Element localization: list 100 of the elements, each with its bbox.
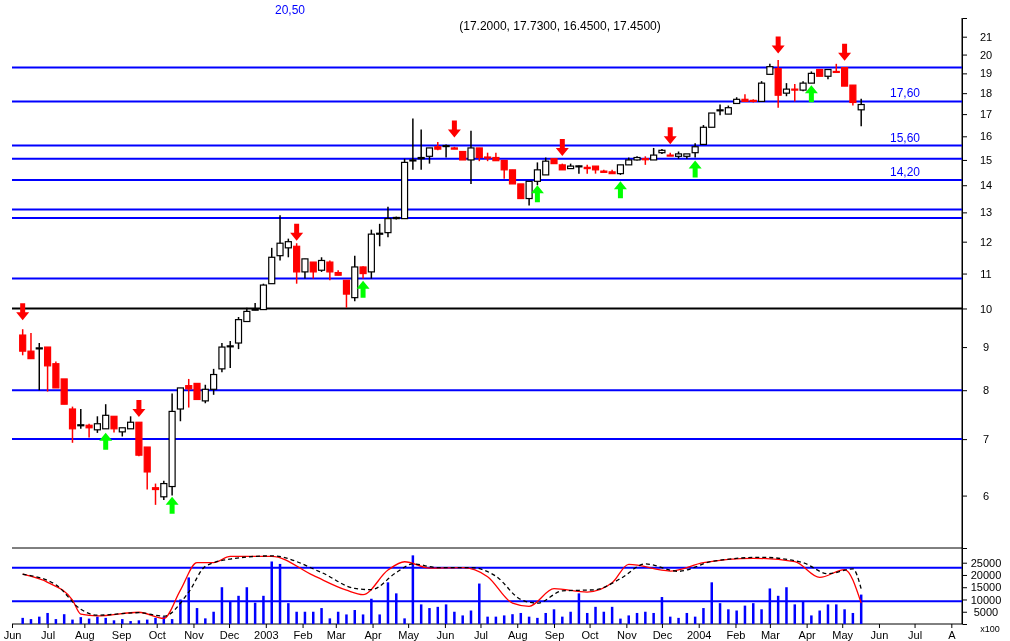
point — [16, 303, 30, 321]
y-tick-label: 17 — [979, 108, 993, 121]
y-tick-label: 12 — [979, 235, 993, 248]
y-axis-title: x100 — [980, 624, 1000, 634]
point — [356, 280, 370, 298]
y-tick-label: 18 — [979, 87, 993, 100]
candlestick — [301, 258, 309, 280]
point — [838, 43, 852, 61]
x-tick-label: Dec — [652, 628, 673, 641]
x-tick-label: Oct — [581, 628, 599, 641]
candlestick — [85, 423, 93, 439]
bar — [644, 611, 647, 624]
bar — [461, 615, 464, 624]
bar — [204, 618, 207, 624]
x-tick-label: Jul — [41, 628, 56, 641]
bar — [71, 619, 74, 624]
y-tick-label: 16 — [979, 130, 993, 143]
x-tick-label: Mar — [760, 628, 781, 641]
bar — [212, 611, 215, 624]
point — [663, 127, 677, 145]
bar — [619, 618, 622, 624]
y-tick-label: 21 — [979, 30, 993, 43]
candlestick — [757, 80, 766, 103]
x-tick-label: May — [832, 628, 854, 641]
point — [132, 399, 146, 417]
point — [290, 223, 304, 241]
x-tick-label: May — [398, 628, 420, 641]
y-tick-label: 14 — [979, 179, 993, 192]
x-tick-label: Sep — [544, 628, 565, 641]
y-tick-label: 20000 — [970, 568, 1002, 581]
candlestick — [68, 405, 77, 444]
bar — [561, 616, 564, 624]
x-tick-label: Nov — [617, 628, 638, 641]
bar — [104, 617, 107, 624]
x-tick-label: Nov — [184, 628, 205, 641]
x-tick-label: Aug — [75, 628, 95, 641]
x-tick-label: Jun — [436, 628, 455, 641]
bar — [345, 614, 348, 624]
candlestick — [151, 482, 160, 506]
candlestick — [342, 279, 351, 309]
y-tick-label: 19 — [979, 67, 993, 80]
candlestick — [467, 129, 475, 185]
chart-title: (17.2000, 17.7300, 16.4500, 17.4500) — [459, 19, 661, 33]
bar — [38, 616, 41, 624]
bar — [627, 615, 630, 624]
x-tick-label: 2004 — [686, 628, 712, 641]
x-tick-label: Feb — [726, 628, 746, 641]
point — [804, 85, 818, 103]
ref-line-label: 15,60 — [889, 130, 921, 145]
point — [688, 160, 702, 178]
y-tick-label: 13 — [979, 206, 993, 219]
y-tick-label: 5000 — [973, 605, 999, 618]
bar — [121, 619, 124, 624]
candlestick — [35, 342, 43, 391]
x-tick-label: A — [948, 628, 957, 641]
bar — [843, 609, 846, 624]
candlestick — [77, 408, 85, 430]
x-tick-label: Jul — [473, 628, 489, 641]
bar — [295, 611, 298, 624]
candlestick — [857, 97, 865, 127]
bar — [453, 611, 456, 624]
bar — [652, 612, 655, 624]
point — [447, 120, 461, 138]
x-tick-label: Jun — [870, 628, 889, 641]
point — [613, 181, 627, 199]
y-tick-label: 11 — [980, 267, 992, 280]
bar — [403, 618, 406, 624]
bar — [21, 617, 24, 624]
x-tick-label: Mar — [326, 628, 347, 641]
bar — [320, 608, 323, 624]
y-tick-label: 7 — [982, 433, 990, 446]
point — [771, 36, 785, 54]
y-tick-label: 20 — [979, 48, 993, 61]
x-tick-label: Sep — [111, 628, 132, 641]
bar — [96, 616, 99, 624]
y-tick-label: 15000 — [970, 581, 1002, 594]
point — [530, 185, 544, 203]
bar — [154, 617, 157, 624]
y-tick-label: 8 — [982, 384, 990, 397]
bar — [818, 610, 821, 624]
candlestick — [442, 143, 450, 159]
candlestick — [176, 387, 185, 422]
point — [165, 496, 179, 514]
y-tick-label: 9 — [982, 341, 990, 354]
ref-line-label: 14,20 — [889, 165, 921, 180]
bar — [46, 612, 49, 624]
point — [555, 138, 569, 156]
candlestick — [409, 117, 417, 171]
bar — [727, 609, 730, 624]
bar — [835, 604, 838, 624]
bar — [735, 610, 738, 624]
bar — [569, 611, 572, 624]
bar — [702, 608, 705, 624]
x-tick-label: Apr — [364, 628, 382, 641]
bar — [129, 621, 132, 624]
bar — [486, 616, 489, 624]
x-tick-label: Jun — [3, 628, 22, 641]
y-tick-label: 15 — [979, 153, 993, 166]
bar — [677, 617, 680, 624]
ref-line-label: 17,60 — [889, 86, 921, 101]
